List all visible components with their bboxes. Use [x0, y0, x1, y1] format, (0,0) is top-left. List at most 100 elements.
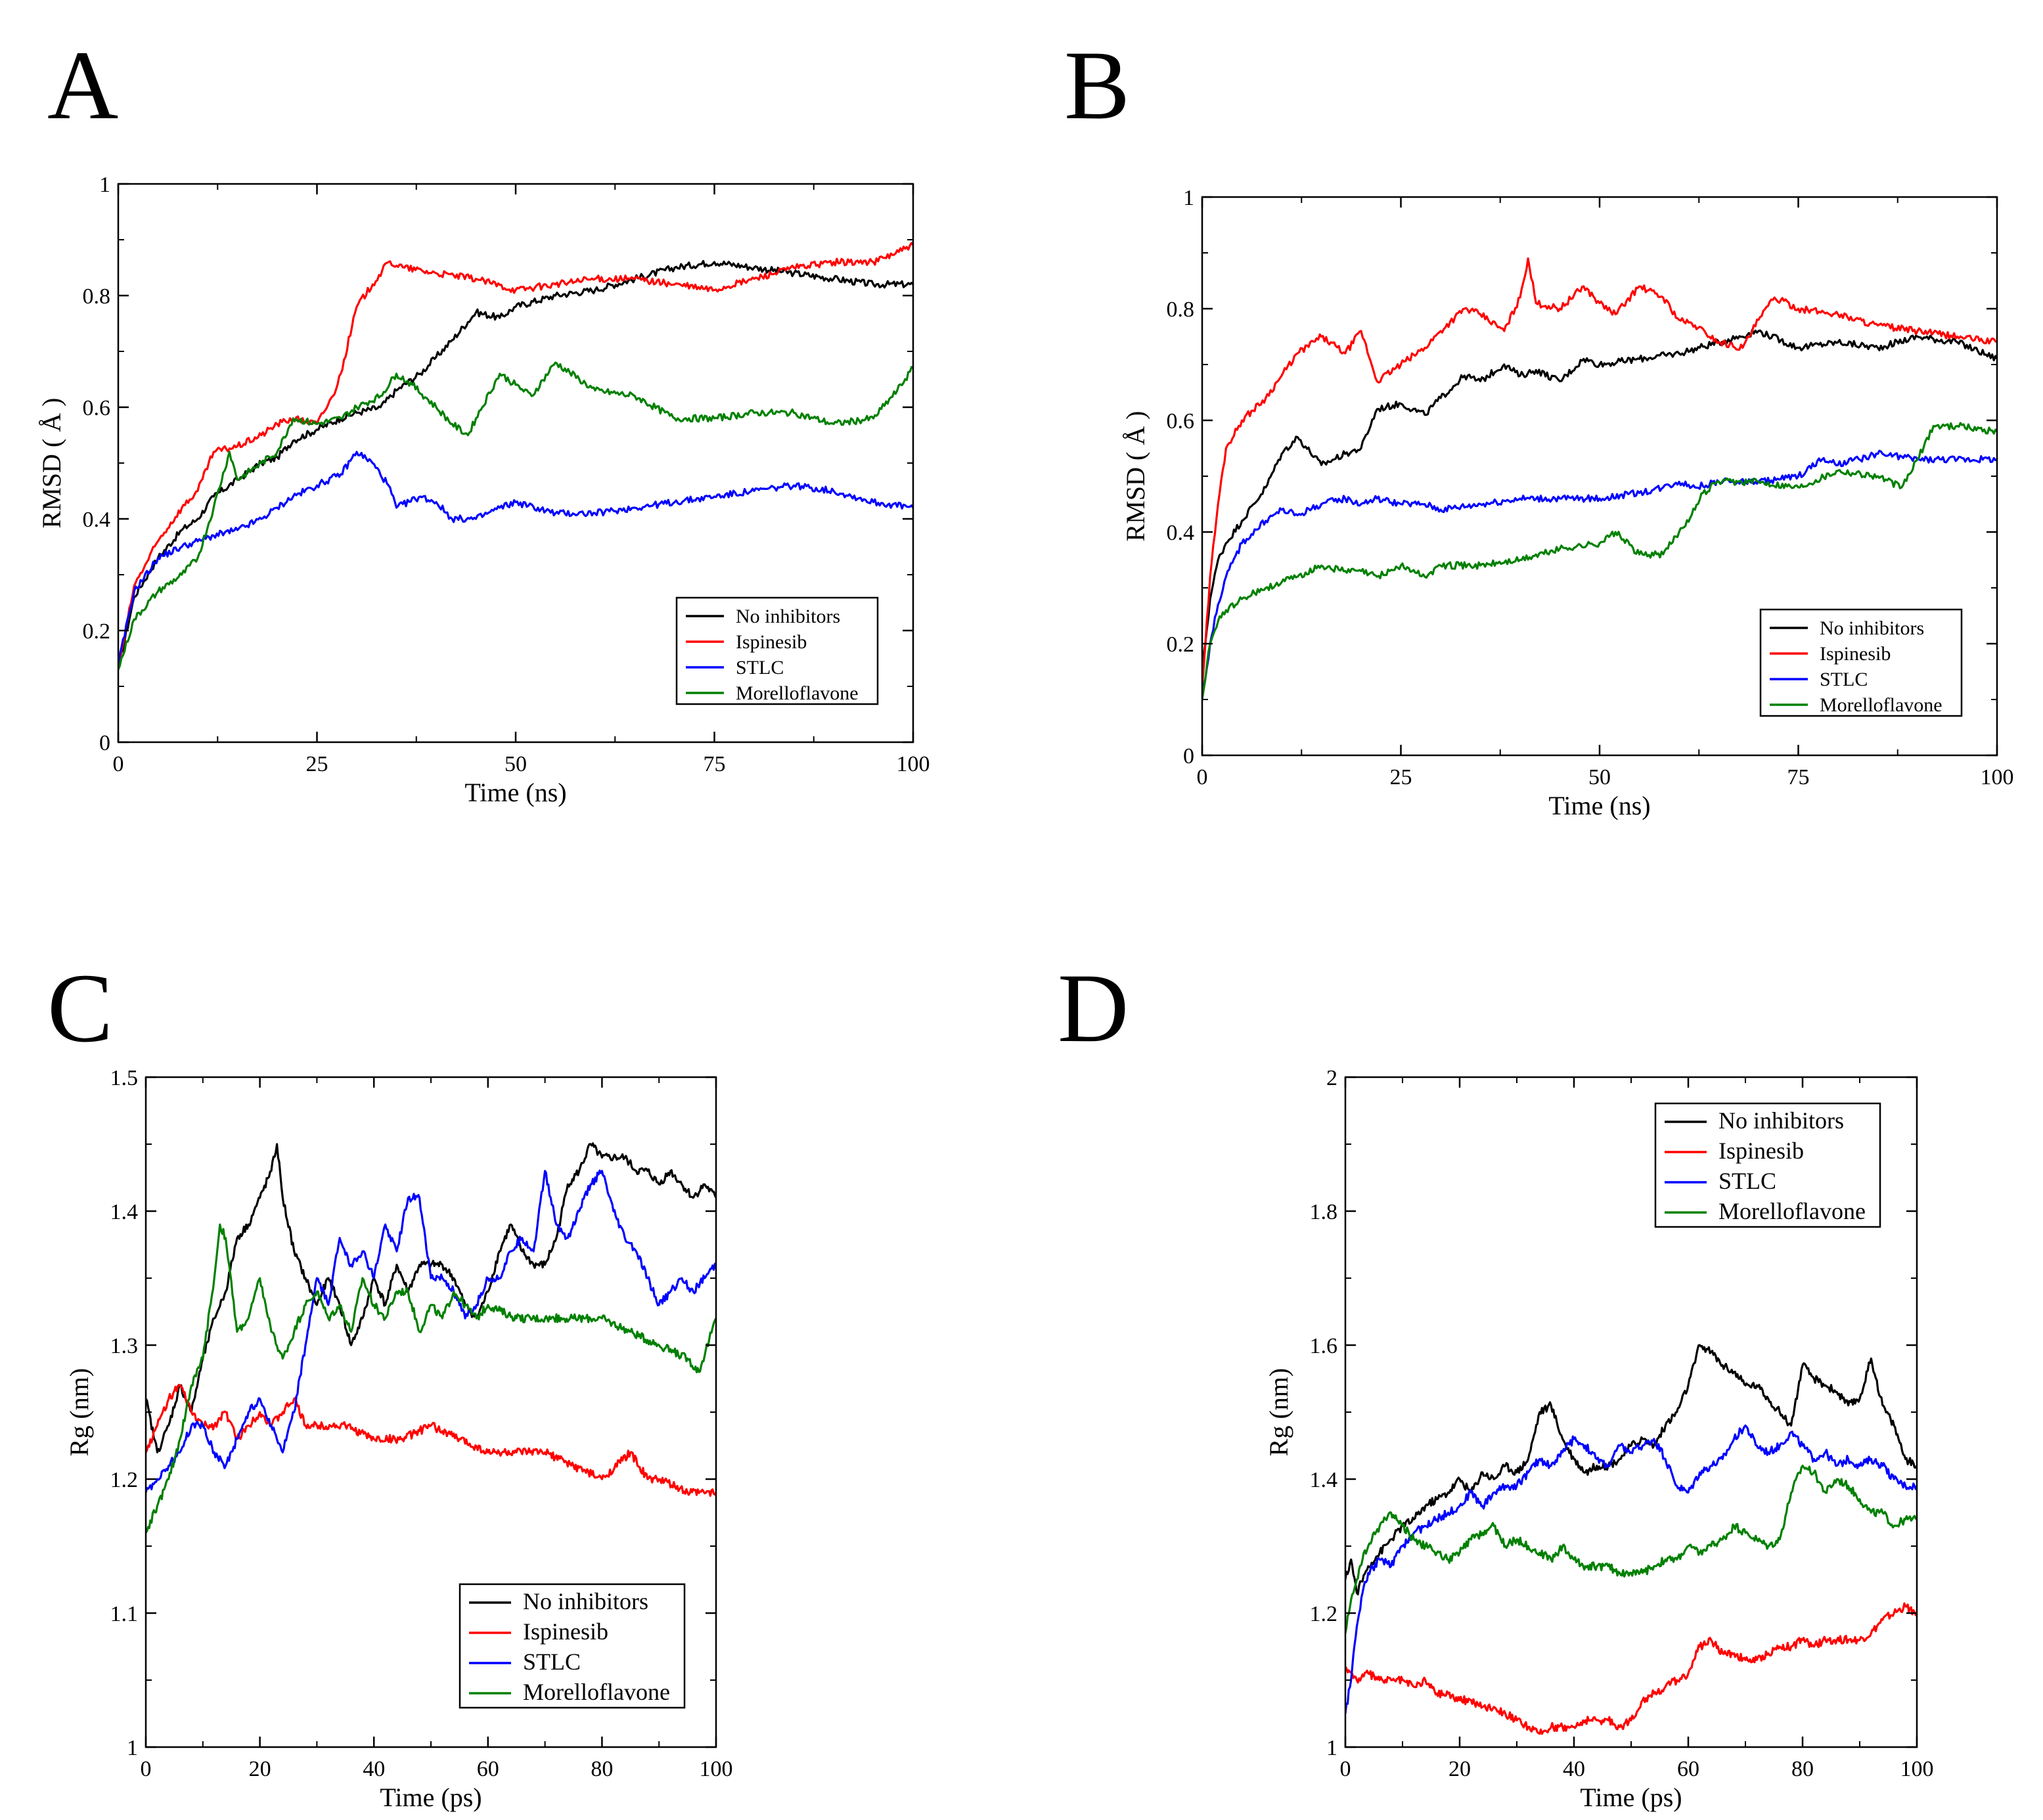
- x-tick-label: 0: [141, 1757, 152, 1781]
- x-tick-label: 75: [1787, 765, 1810, 789]
- legend-no-inhibitors-label: No inhibitors: [523, 1588, 648, 1614]
- y-tick-label: 0.6: [1167, 409, 1195, 433]
- x-tick-label: 60: [1677, 1757, 1699, 1781]
- y-tick-label: 1.4: [1310, 1468, 1338, 1492]
- legend-ispinesib-label: Ispinesib: [1820, 643, 1891, 665]
- y-tick-label: 1: [1326, 1736, 1337, 1760]
- panel-letter: A: [47, 31, 118, 140]
- legend-stlc-label: STLC: [736, 657, 784, 678]
- y-tick-label: 0: [99, 731, 110, 755]
- legend: No inhibitors Ispinesib STLC Morelloflavone: [459, 1583, 686, 1709]
- panel-letter: D: [1058, 954, 1129, 1063]
- y-axis-label: Rg (nm): [64, 1368, 94, 1456]
- plot-area: [146, 1142, 716, 1534]
- legend-no-inhibitors-label: No inhibitors: [736, 606, 840, 627]
- panel-b: B 0 25 50 75 100 0 0.2 0.4 0.6 0.8 1 Time (ns) RMSD (…: [1064, 31, 2014, 820]
- y-tick-label: 0.8: [83, 284, 111, 309]
- series-stlc: [146, 1169, 716, 1493]
- series-morelloflavone: [146, 1223, 716, 1534]
- y-tick-label: 0.4: [1167, 521, 1195, 545]
- legend: No inhibitors Ispinesib STLC Morelloflavone: [1759, 608, 1963, 717]
- x-tick-label: 80: [591, 1757, 613, 1781]
- y-tick-label: 1.5: [110, 1066, 139, 1090]
- y-tick-label: 1.4: [110, 1200, 139, 1224]
- panel-letter: C: [47, 954, 113, 1063]
- y-tick-label: 0.2: [83, 619, 111, 644]
- legend: No inhibitors Ispinesib STLC Morelloflavone: [675, 596, 879, 705]
- y-axis-label: RMSD ( Å ): [37, 398, 66, 529]
- y-tick-label: 0: [1183, 744, 1194, 768]
- panel-letter: B: [1064, 31, 1130, 140]
- x-tick-label: 0: [1340, 1757, 1351, 1781]
- x-tick-label: 20: [249, 1757, 271, 1781]
- legend-ispinesib-label: Ispinesib: [523, 1618, 608, 1645]
- y-tick-label: 1.8: [1310, 1200, 1338, 1224]
- x-tick-label: 80: [1791, 1757, 1814, 1781]
- legend: No inhibitors Ispinesib STLC Morelloflavone: [1654, 1102, 1881, 1228]
- legend-no-inhibitors-label: No inhibitors: [1718, 1107, 1844, 1134]
- legend-no-inhibitors-label: No inhibitors: [1820, 617, 1924, 639]
- x-tick-label: 0: [113, 752, 124, 776]
- series-ispinesib: [118, 242, 913, 670]
- legend-stlc-label: STLC: [1718, 1168, 1776, 1194]
- legend-morelloflavone-label: Morelloflavone: [1718, 1198, 1866, 1224]
- panel-d: D 0 20 40 60 80 100 1 1.2 1.4 1.6 1.8 2 Time (ps) Rg (…: [1058, 954, 1934, 1812]
- y-tick-label: 0.8: [1167, 298, 1195, 322]
- legend-morelloflavone-label: Morelloflavone: [736, 682, 859, 704]
- series-morelloflavone: [118, 361, 913, 671]
- series-no-inhibitors: [1345, 1344, 1917, 1595]
- legend-ispinesib-label: Ispinesib: [736, 631, 807, 653]
- x-axis-label: Time (ns): [1548, 791, 1650, 820]
- series-stlc: [1345, 1424, 1917, 1714]
- y-tick-label: 1.2: [110, 1468, 139, 1492]
- y-tick-label: 1.3: [110, 1334, 139, 1358]
- series-ispinesib: [146, 1383, 716, 1497]
- series-no-inhibitors: [1202, 328, 1997, 672]
- series-morelloflavone: [1345, 1465, 1917, 1633]
- x-tick-label: 100: [1900, 1757, 1934, 1781]
- legend-stlc-label: STLC: [1820, 669, 1868, 690]
- y-axis-label: RMSD ( Å ): [1121, 411, 1150, 542]
- x-tick-label: 25: [1390, 765, 1412, 789]
- x-tick-label: 50: [1588, 765, 1611, 789]
- x-tick-label: 0: [1197, 765, 1208, 789]
- legend-morelloflavone-label: Morelloflavone: [523, 1679, 670, 1705]
- legend-box: [1654, 1102, 1881, 1228]
- series-ispinesib: [1202, 257, 1997, 689]
- x-tick-label: 40: [1563, 1757, 1585, 1781]
- series-ispinesib: [1345, 1602, 1917, 1735]
- x-axis-label: Time (ns): [464, 778, 566, 807]
- y-tick-label: 0.6: [83, 396, 111, 420]
- y-tick-label: 1.6: [1310, 1334, 1338, 1358]
- legend-ispinesib-label: Ispinesib: [1718, 1138, 1804, 1164]
- x-tick-label: 60: [477, 1757, 499, 1781]
- x-axis-label: Time (ps): [380, 1783, 482, 1812]
- x-tick-label: 100: [700, 1757, 733, 1781]
- legend-stlc-label: STLC: [523, 1649, 581, 1675]
- x-tick-label: 50: [505, 752, 527, 776]
- y-tick-label: 1.2: [1310, 1602, 1338, 1626]
- series-morelloflavone: [1202, 422, 1997, 700]
- plot-area: [118, 242, 913, 671]
- y-axis-label: Rg (nm): [1264, 1368, 1293, 1456]
- x-tick-label: 25: [306, 752, 328, 776]
- plot-area: [1202, 257, 1997, 700]
- panel-a: A 0 25 50 75 100 0 0.2 0.4 0.6 0.8 1 Time (ns) RMSD (…: [37, 31, 930, 807]
- x-tick-label: 100: [897, 752, 930, 776]
- plot-area: [1345, 1344, 1917, 1735]
- legend-morelloflavone-label: Morelloflavone: [1820, 694, 1942, 716]
- panel-c: C 0 20 40 60 80 100 1 1.1 1.2 1.3 1.4 1.5 Time (ps) Rg…: [47, 954, 733, 1812]
- x-axis-label: Time (ps): [1580, 1783, 1682, 1812]
- y-tick-label: 1.1: [110, 1602, 139, 1626]
- series-no-inhibitors: [146, 1142, 716, 1454]
- x-tick-label: 75: [704, 752, 726, 776]
- y-tick-label: 0.2: [1167, 633, 1195, 657]
- x-tick-label: 20: [1448, 1757, 1471, 1781]
- series-stlc: [118, 451, 913, 665]
- y-tick-label: 0.4: [83, 508, 111, 532]
- x-tick-label: 40: [363, 1757, 385, 1781]
- y-tick-label: 2: [1326, 1066, 1337, 1090]
- y-tick-label: 1: [99, 173, 110, 197]
- y-tick-label: 1: [1183, 186, 1194, 210]
